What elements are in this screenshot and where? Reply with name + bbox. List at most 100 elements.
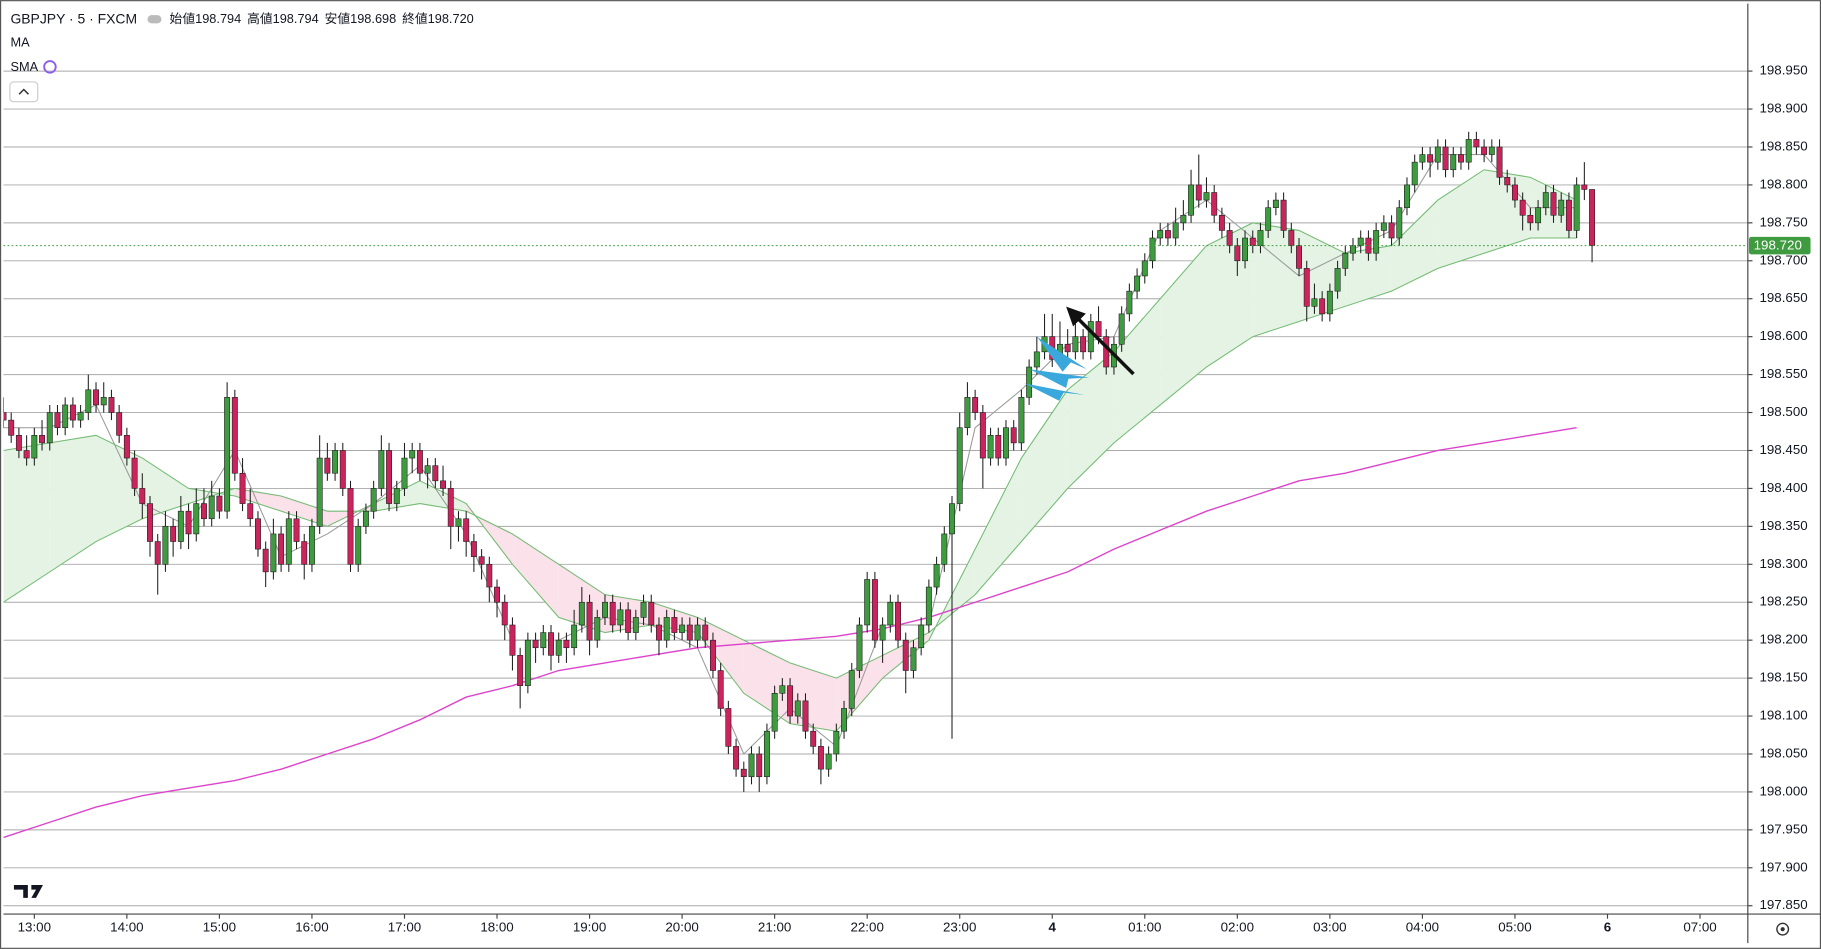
candle-body	[933, 563, 940, 588]
candle-body	[1303, 268, 1310, 307]
settings-icon[interactable]	[1776, 922, 1790, 936]
candle-body	[3, 412, 7, 421]
candle-body	[370, 488, 377, 512]
candle-body	[725, 708, 732, 747]
x-tick-label: 02:00	[1221, 920, 1254, 935]
candle-body	[787, 685, 794, 717]
y-tick-label: 198.850	[1759, 139, 1807, 154]
candle-body	[362, 510, 369, 527]
y-tick-label: 198.550	[1759, 366, 1807, 381]
candle-body	[771, 692, 778, 732]
x-tick-label: 17:00	[388, 920, 421, 935]
collapse-button[interactable]	[9, 81, 39, 103]
y-tick-label: 198.250	[1759, 594, 1807, 609]
candle-body	[594, 617, 601, 641]
candle-body	[756, 753, 763, 778]
ma-line	[3, 427, 1577, 839]
candle-body	[1465, 139, 1472, 163]
candle-body	[1496, 146, 1503, 178]
y-tick-label: 198.450	[1759, 442, 1807, 457]
candle-body	[841, 708, 848, 732]
legend-field-value: 198.720	[428, 11, 474, 26]
candle-body	[31, 435, 38, 459]
candle-body	[694, 624, 701, 641]
candle-body	[177, 510, 184, 542]
candle-body	[602, 601, 608, 618]
candle-body	[524, 639, 531, 686]
x-tick-label: 16:00	[295, 920, 328, 935]
candle-body	[494, 586, 500, 603]
collapse-icon	[18, 88, 29, 95]
candle-body	[1296, 245, 1302, 269]
candle-body	[255, 518, 261, 550]
candle-body	[324, 457, 331, 474]
candle-body	[663, 617, 670, 641]
ma-band-fill	[1206, 222, 1253, 368]
candle-body	[1535, 207, 1542, 224]
candle-body	[278, 533, 285, 565]
candle-body	[409, 450, 416, 459]
y-tick-label: 198.200	[1759, 632, 1807, 647]
ma-band-fill	[1113, 298, 1161, 443]
candle-body	[748, 753, 755, 778]
candle-body	[540, 632, 547, 649]
ma-band-fill	[96, 435, 143, 542]
x-tick-label: 22:00	[850, 920, 883, 935]
chart-title: GBPJPY · 5 · FXCM	[10, 11, 137, 27]
candle-body	[632, 617, 639, 633]
plot-area	[3, 131, 1748, 839]
candle-body	[1149, 237, 1156, 262]
y-tick-label: 198.400	[1759, 480, 1807, 495]
candle-body	[640, 601, 647, 618]
indicator-refresh-icon[interactable]	[43, 60, 57, 74]
candle-body	[424, 465, 431, 474]
candle-body	[185, 510, 192, 535]
candle-body	[301, 541, 308, 565]
candle-body	[1257, 230, 1264, 246]
candle-body	[671, 617, 678, 633]
ma-band-fill	[975, 458, 1022, 595]
candle-body	[802, 700, 809, 732]
candle-body	[1311, 298, 1318, 307]
last-price-tag	[1748, 236, 1811, 255]
ma-band-fill	[1484, 169, 1531, 254]
x-tick-label: 6	[1604, 920, 1611, 935]
candle-body	[817, 746, 824, 770]
candle-body	[1203, 192, 1210, 201]
candle-body	[617, 609, 624, 626]
candle-body	[1473, 139, 1480, 148]
ma-band-fill	[836, 655, 883, 732]
tradingview-logo[interactable]	[13, 885, 43, 898]
candle-body	[501, 601, 508, 626]
candle-body	[563, 639, 570, 649]
legend-field-value: 198.794	[195, 11, 241, 26]
candle-body	[293, 518, 300, 542]
candle-body	[85, 389, 92, 413]
candle-body	[1018, 397, 1025, 444]
candle-body	[285, 518, 292, 565]
candle-body	[1481, 146, 1488, 155]
y-tick-label: 198.650	[1759, 290, 1807, 305]
candle-body	[1265, 207, 1272, 231]
y-tick-label: 198.500	[1759, 404, 1807, 419]
candle-body	[548, 632, 554, 656]
candle-body	[1141, 260, 1148, 277]
candle-body	[625, 609, 632, 633]
candle-body	[1511, 184, 1518, 201]
axes: 198.950 198.900 198.850 198.800 198.750 198.7…	[18, 63, 1811, 935]
candle-body	[1442, 146, 1449, 171]
candle-body	[949, 503, 955, 535]
candle-body	[918, 624, 925, 649]
candle-body	[1072, 336, 1079, 353]
candle-body	[62, 404, 69, 429]
candle-body	[1195, 184, 1202, 201]
x-tick-label: 20:00	[665, 920, 698, 935]
candle-body	[609, 601, 616, 626]
candle-body	[478, 556, 485, 565]
candle-body	[586, 601, 593, 641]
candle-body	[1411, 161, 1418, 186]
ma-band-fill	[142, 458, 189, 519]
candle-body	[1373, 230, 1380, 254]
black-arrow-head	[1066, 306, 1086, 327]
ma-band-fill	[512, 533, 559, 618]
